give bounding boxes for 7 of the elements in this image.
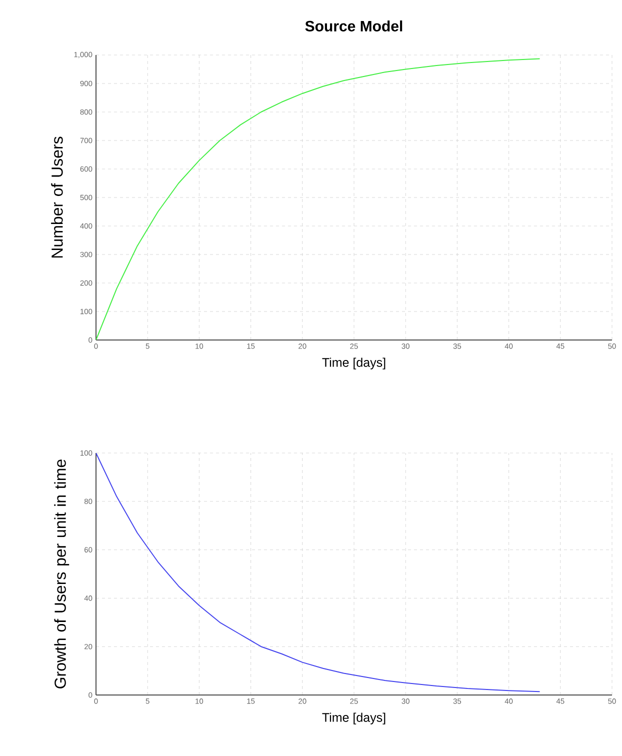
x-axis-title: Time [days] (322, 358, 386, 370)
y-axis-title: Growth of Users per unit in time (54, 460, 70, 688)
line-series (96, 58, 540, 340)
y-axis-title: Number of Users (51, 136, 63, 258)
chart-title: Source Model (305, 20, 402, 32)
x-axis-title: Time [days] (322, 712, 386, 724)
line-series (96, 453, 540, 692)
